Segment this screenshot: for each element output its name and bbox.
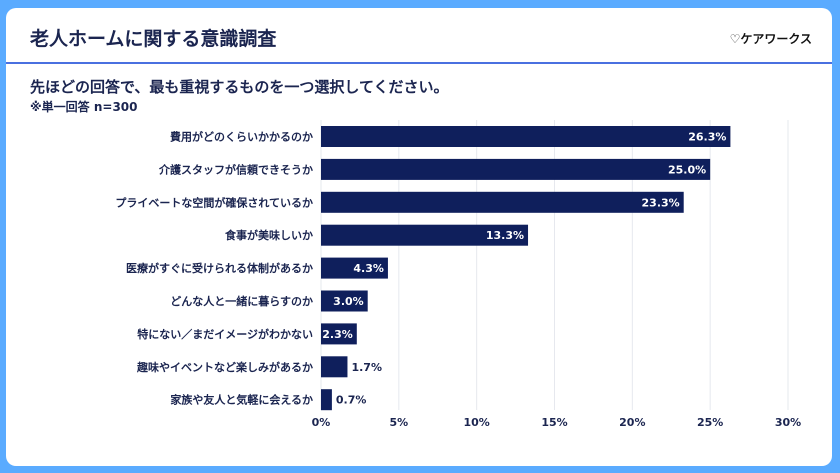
x-tick-label: 10% — [463, 416, 489, 429]
data-label: 2.3% — [322, 328, 353, 341]
data-label: 1.7% — [351, 361, 382, 374]
bar — [321, 224, 529, 246]
page-title: 老人ホームに関する意識調査 — [30, 28, 277, 50]
bar — [321, 389, 332, 411]
question-text: 先ほどの回答で、最も重視するものを一つ選択してください。 — [30, 78, 449, 96]
bar — [321, 323, 357, 345]
header: 老人ホームに関する意識調査 ♡ケアワークス — [6, 8, 832, 64]
x-tick-label: 0% — [312, 416, 331, 429]
data-label: 26.3% — [688, 131, 726, 144]
category-label: 医療がすぐに受けられる体制があるか — [126, 261, 313, 275]
data-label: 0.7% — [336, 394, 367, 407]
data-label: 25.0% — [668, 163, 706, 176]
bar — [321, 191, 684, 213]
x-tick-label: 20% — [619, 416, 645, 429]
data-label: 3.0% — [333, 295, 364, 308]
bar — [321, 158, 711, 180]
data-label: 13.3% — [486, 229, 524, 242]
x-tick-label: 5% — [389, 416, 408, 429]
category-label: 食事が美味しいか — [225, 228, 313, 242]
category-label: 家族や友人と気軽に会えるか — [170, 393, 313, 407]
bar — [321, 356, 348, 378]
x-tick-label: 30% — [775, 416, 801, 429]
bar — [321, 290, 368, 312]
x-tick-label: 25% — [697, 416, 723, 429]
logo: ♡ケアワークス — [729, 32, 812, 46]
data-label: 23.3% — [642, 196, 680, 209]
category-label: プライベートな空間が確保されているか — [115, 195, 313, 209]
category-label: 趣味やイベントなど楽しみがあるか — [136, 360, 313, 374]
sample-note: ※単一回答 n=300 — [30, 100, 138, 114]
bar — [321, 257, 388, 279]
category-label: どんな人と一緒に暮らすのか — [170, 294, 313, 308]
x-tick-label: 15% — [541, 416, 567, 429]
category-label: 費用がどのくらいかかるのか — [169, 130, 313, 144]
category-label: 介護スタッフが信頼できそうか — [158, 162, 313, 176]
data-label: 4.3% — [353, 262, 384, 275]
category-label: 特にない／まだイメージがわかない — [137, 327, 313, 341]
bar — [321, 126, 731, 147]
